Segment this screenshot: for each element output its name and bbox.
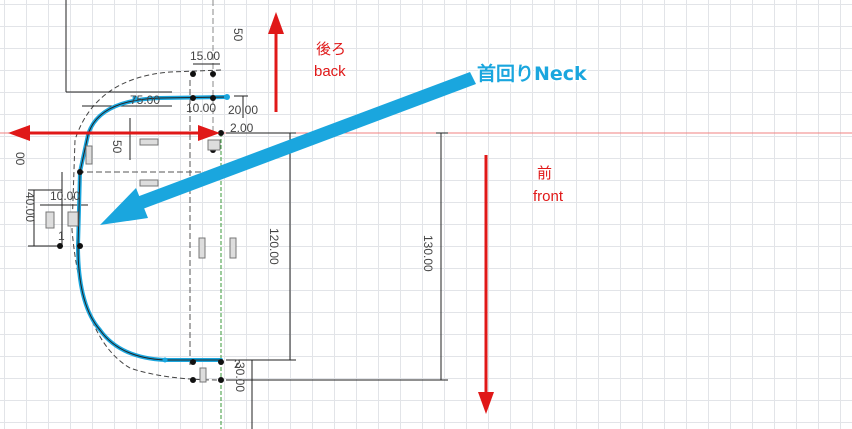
- dimension-20[interactable]: 20.00: [228, 103, 258, 117]
- label-back-jp: 後ろ: [316, 41, 346, 58]
- dimension-120[interactable]: 120.00: [267, 228, 281, 265]
- dimension-width-10[interactable]: 10.00: [50, 189, 80, 203]
- label-neck: 首回りNeck: [477, 62, 587, 85]
- label-front-jp: 前: [537, 165, 552, 182]
- constraint-parallel-icon: [68, 212, 78, 226]
- constraint-vertical-icon: [230, 238, 236, 258]
- label-back-en: back: [314, 63, 346, 80]
- arrow-width: [8, 125, 220, 141]
- sketch-points[interactable]: [57, 71, 230, 383]
- dimension-left-00[interactable]: 00: [13, 152, 27, 166]
- constraint-horizontal-icon: [140, 180, 158, 186]
- dimension-height-40[interactable]: 40.00: [23, 192, 37, 222]
- dimension-1[interactable]: 1: [58, 229, 65, 243]
- constraint-perpendicular-icon: [46, 212, 54, 228]
- dimension-75[interactable]: 75.00: [130, 93, 160, 107]
- arrow-front: [478, 155, 494, 414]
- dimension-130[interactable]: 130.00: [421, 235, 435, 272]
- dimension-left-50[interactable]: 50: [110, 140, 124, 154]
- dimension-10[interactable]: 10.00: [186, 101, 216, 115]
- constraint-perpendicular-icon: [208, 140, 220, 150]
- arrow-back: [268, 12, 284, 112]
- dimension-top-50[interactable]: 50: [231, 28, 245, 42]
- dimension-2[interactable]: 2.00: [230, 121, 254, 135]
- label-front-en: front: [533, 188, 564, 205]
- dimension-bottom-30[interactable]: 30.00: [233, 362, 247, 392]
- constraint-horizontal-icon: [140, 139, 158, 145]
- constraint-vertical-icon: [199, 238, 205, 258]
- constraint-vertical-icon: [200, 368, 206, 382]
- outer-dashed-outline[interactable]: [72, 70, 221, 380]
- dimension-top-15[interactable]: 15.00: [190, 49, 220, 63]
- constraint-vertical-icon: [86, 146, 92, 164]
